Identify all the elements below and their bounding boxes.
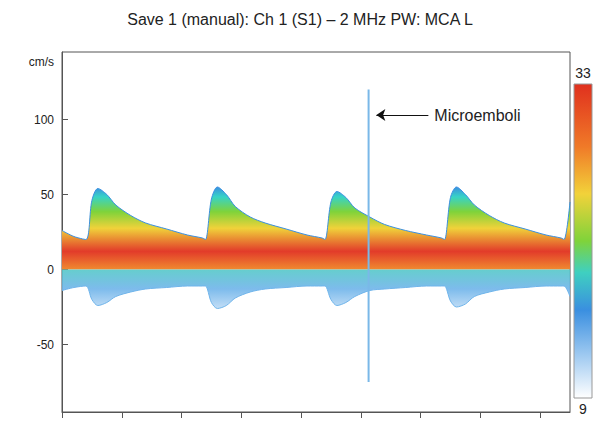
svg-text:cm/s: cm/s xyxy=(29,55,54,69)
svg-text:50: 50 xyxy=(41,188,55,202)
svg-text:-50: -50 xyxy=(37,338,55,352)
svg-text:Microemboli: Microemboli xyxy=(434,107,520,124)
svg-text:9: 9 xyxy=(579,401,587,417)
svg-text:Save 1 (manual): Ch 1 (S1) – 2: Save 1 (manual): Ch 1 (S1) – 2 MHz PW: M… xyxy=(127,11,473,28)
svg-text:0: 0 xyxy=(47,263,54,277)
svg-text:33: 33 xyxy=(575,65,591,81)
svg-text:100: 100 xyxy=(34,113,54,127)
